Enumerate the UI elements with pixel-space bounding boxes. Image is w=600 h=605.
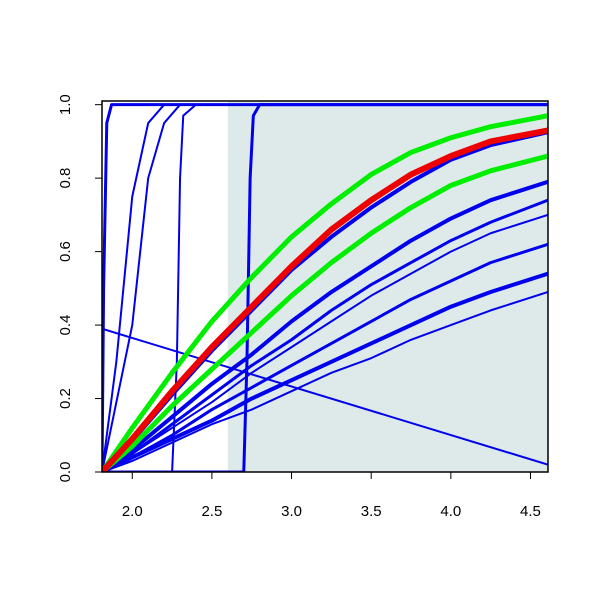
y-tick-label: 1.0 xyxy=(57,94,74,115)
series-line xyxy=(102,242,548,472)
series-line xyxy=(102,127,548,472)
x-tick-label: 4.0 xyxy=(440,503,461,520)
series-line xyxy=(102,113,548,472)
series-line xyxy=(102,271,548,472)
series-line xyxy=(102,179,548,472)
series-line xyxy=(102,213,548,472)
x-tick-label: 3.5 xyxy=(361,503,382,520)
x-tick-label: 2.0 xyxy=(122,503,143,520)
y-tick-label: 0.8 xyxy=(57,168,74,189)
y-tick-label: 0.6 xyxy=(57,241,74,262)
series-line xyxy=(102,198,548,472)
line-layer xyxy=(102,103,548,472)
series-line xyxy=(102,291,548,472)
series-line xyxy=(102,103,548,472)
series-line xyxy=(102,153,548,472)
y-tick-label: 0.4 xyxy=(57,315,74,336)
axis-layer: 2.0 2.5 3.0 3.5 4.0 4.5 0.0 0.2 0.4 0.6 0.8 1.0 xyxy=(57,94,549,520)
y-tick-label: 0.0 xyxy=(57,462,74,483)
series-line xyxy=(102,103,548,472)
x-tick-label: 4.5 xyxy=(520,503,541,520)
x-tick-label: 3.0 xyxy=(281,503,302,520)
y-tick-label: 0.2 xyxy=(57,388,74,409)
x-tick-label: 2.5 xyxy=(201,503,222,520)
plot-frame xyxy=(101,100,549,473)
